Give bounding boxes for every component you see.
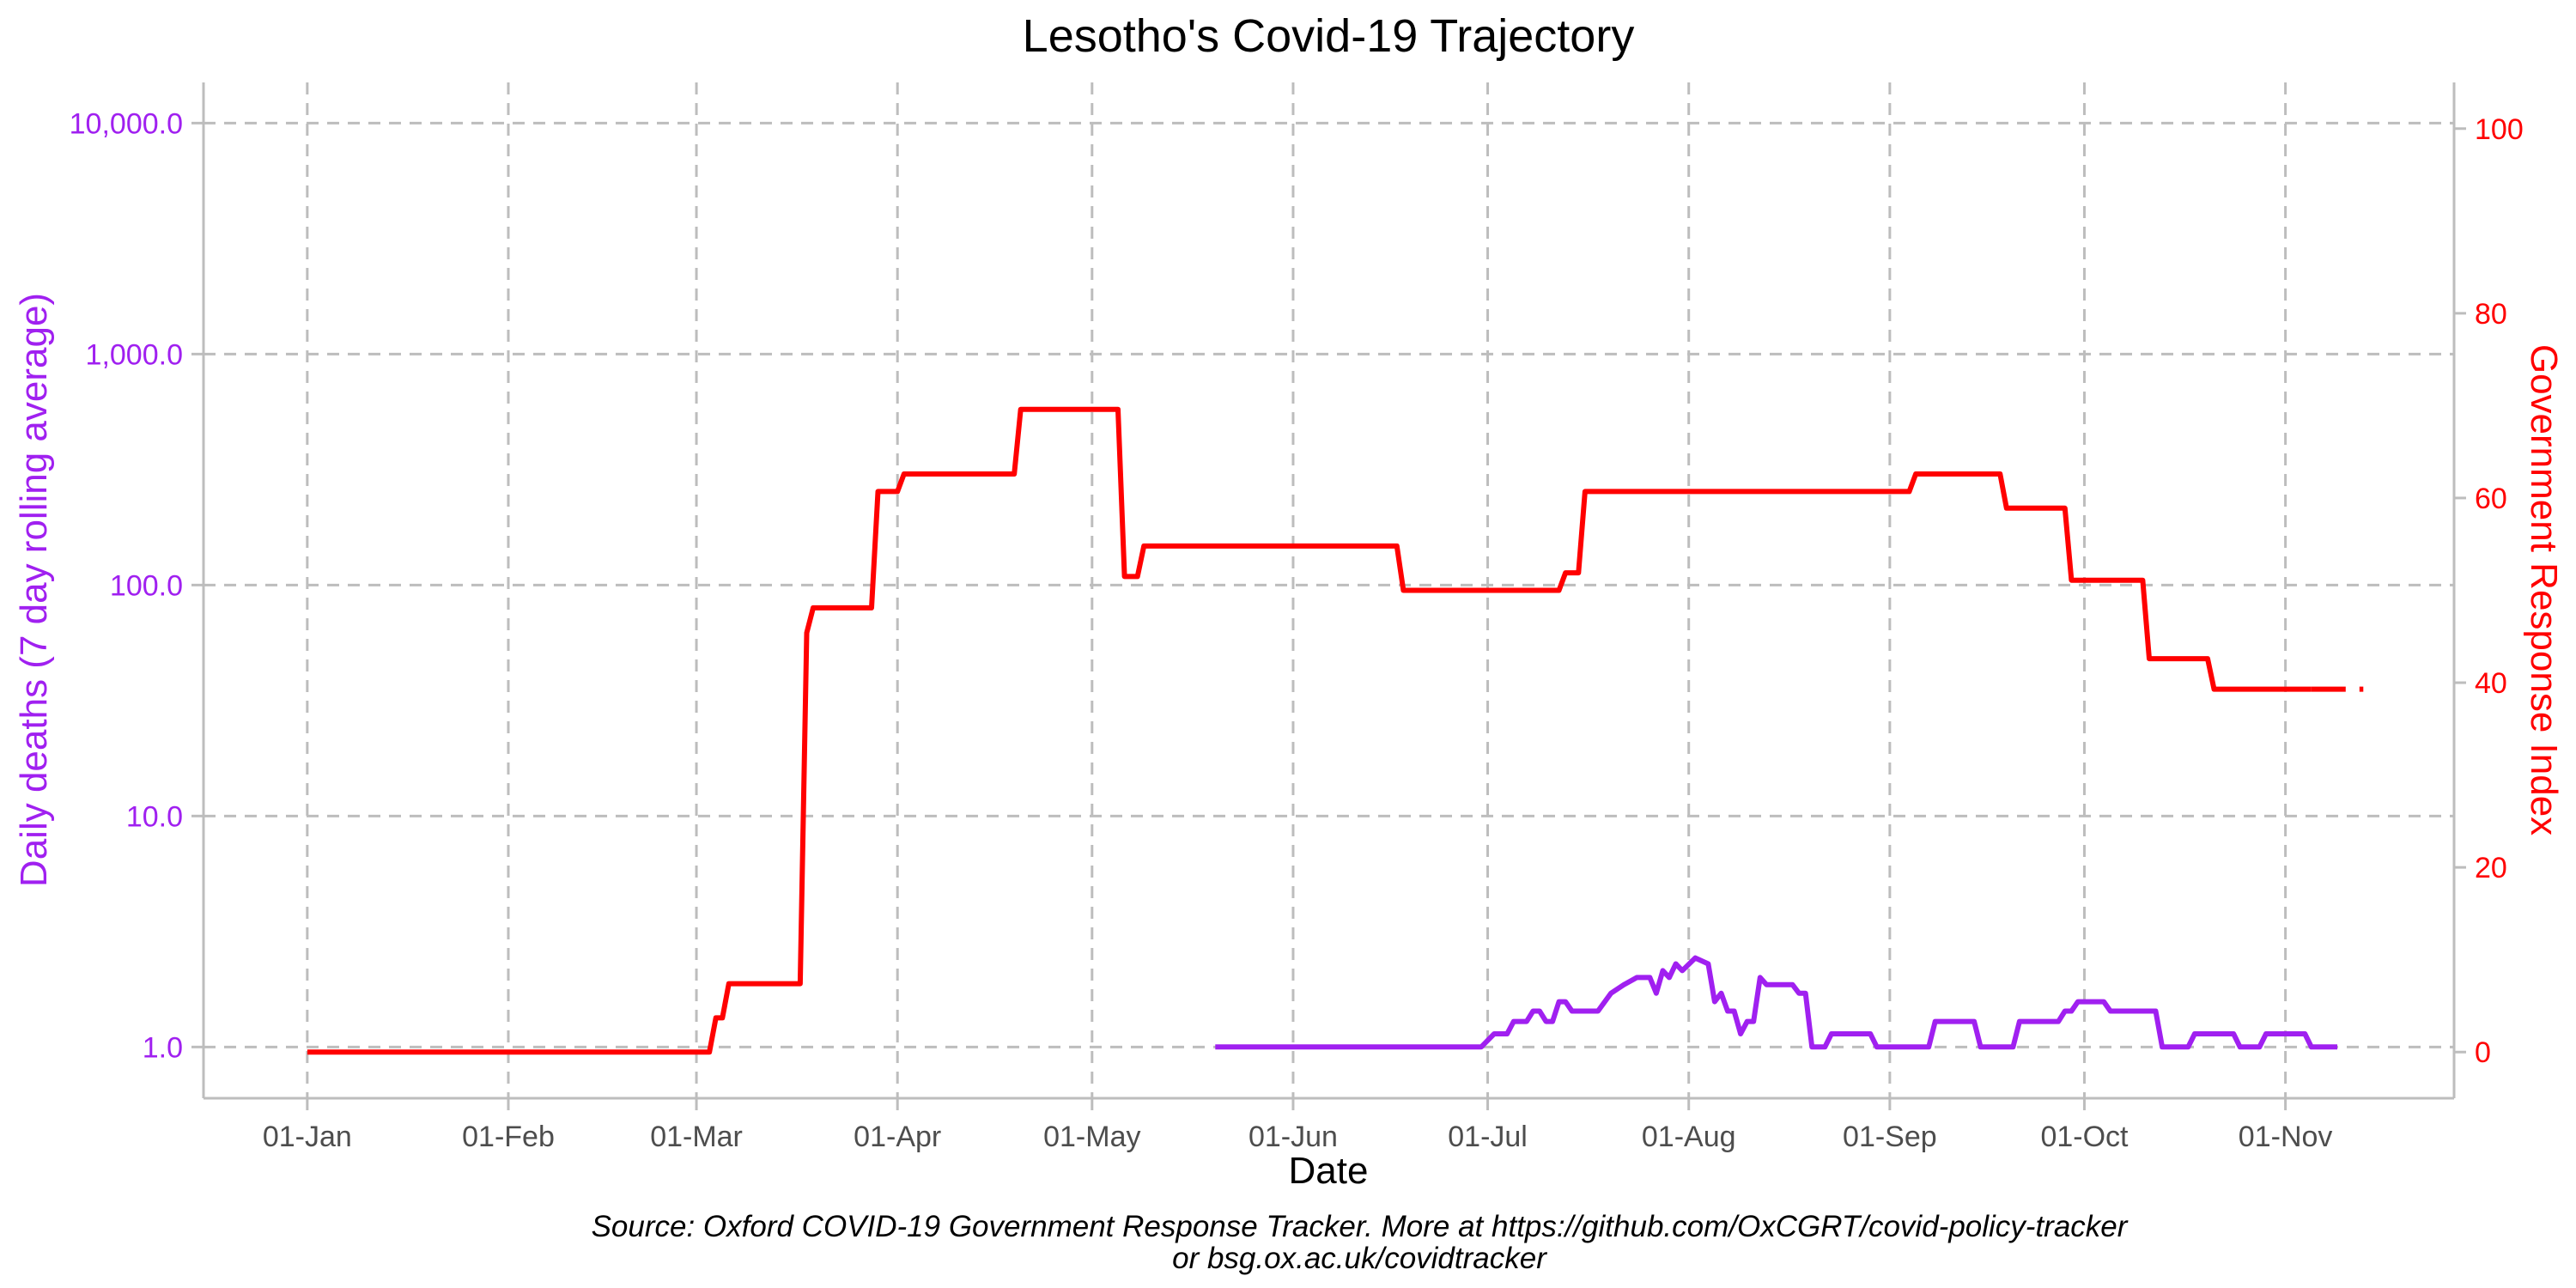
x-tick-label: 01-Feb [462,1121,555,1153]
x-tick-label: 01-Nov [2239,1121,2333,1153]
x-tick-label: 01-Oct [2040,1121,2129,1153]
response-index-series-line [307,406,2312,1055]
x-tick-label: 01-Jun [1249,1121,1338,1153]
right-tick-label: 40 [2475,667,2507,700]
left-tick-label: 100.0 [110,569,183,602]
x-tick-label: 01-Jul [1448,1121,1528,1153]
x-tick-label: 01-May [1043,1121,1140,1153]
x-tick-label: 01-Mar [650,1121,743,1153]
left-tick-label: 1,000.0 [86,338,183,371]
x-axis-ticks: 01-Jan 01-Feb 01-Mar 01-Apr 01-May 01-Jun 01-J… [263,1098,2333,1153]
x-tick-label: 01-Apr [854,1121,941,1153]
series [307,406,2364,1055]
right-tick-label: 20 [2475,852,2507,884]
x-tick-label: 01-Jan [263,1121,352,1153]
caption-line-2: or bsg.ox.ac.uk/covidtracker [1172,1242,1547,1275]
right-tick-label: 100 [2475,113,2524,146]
right-tick-label: 80 [2475,298,2507,331]
caption-line-1: Source: Oxford COVID-19 Government Respo… [592,1210,2129,1243]
right-axis-title: Government Response Index [2523,344,2565,835]
right-tick-label: 0 [2475,1036,2491,1069]
x-tick-label: 01-Sep [1843,1121,1937,1153]
deaths-series-line [1215,955,2337,1050]
left-axis-ticks: 1.0 10.0 100.0 1,000.0 10,000.0 [70,107,204,1064]
right-axis-ticks: 0 20 40 60 80 100 [2454,113,2524,1069]
axes [202,82,2456,1100]
chart-title: Lesotho's Covid-19 Trajectory [1023,10,1635,62]
right-tick-label: 60 [2475,483,2507,515]
left-tick-label: 1.0 [143,1031,183,1064]
x-tick-label: 01-Aug [1642,1121,1736,1153]
left-axis-title: Daily deaths (7 day rolling average) [13,293,55,887]
left-tick-label: 10.0 [126,800,183,833]
left-tick-label: 10,000.0 [70,107,183,140]
grid [204,82,2454,1098]
x-axis-title: Date [1289,1150,1369,1192]
